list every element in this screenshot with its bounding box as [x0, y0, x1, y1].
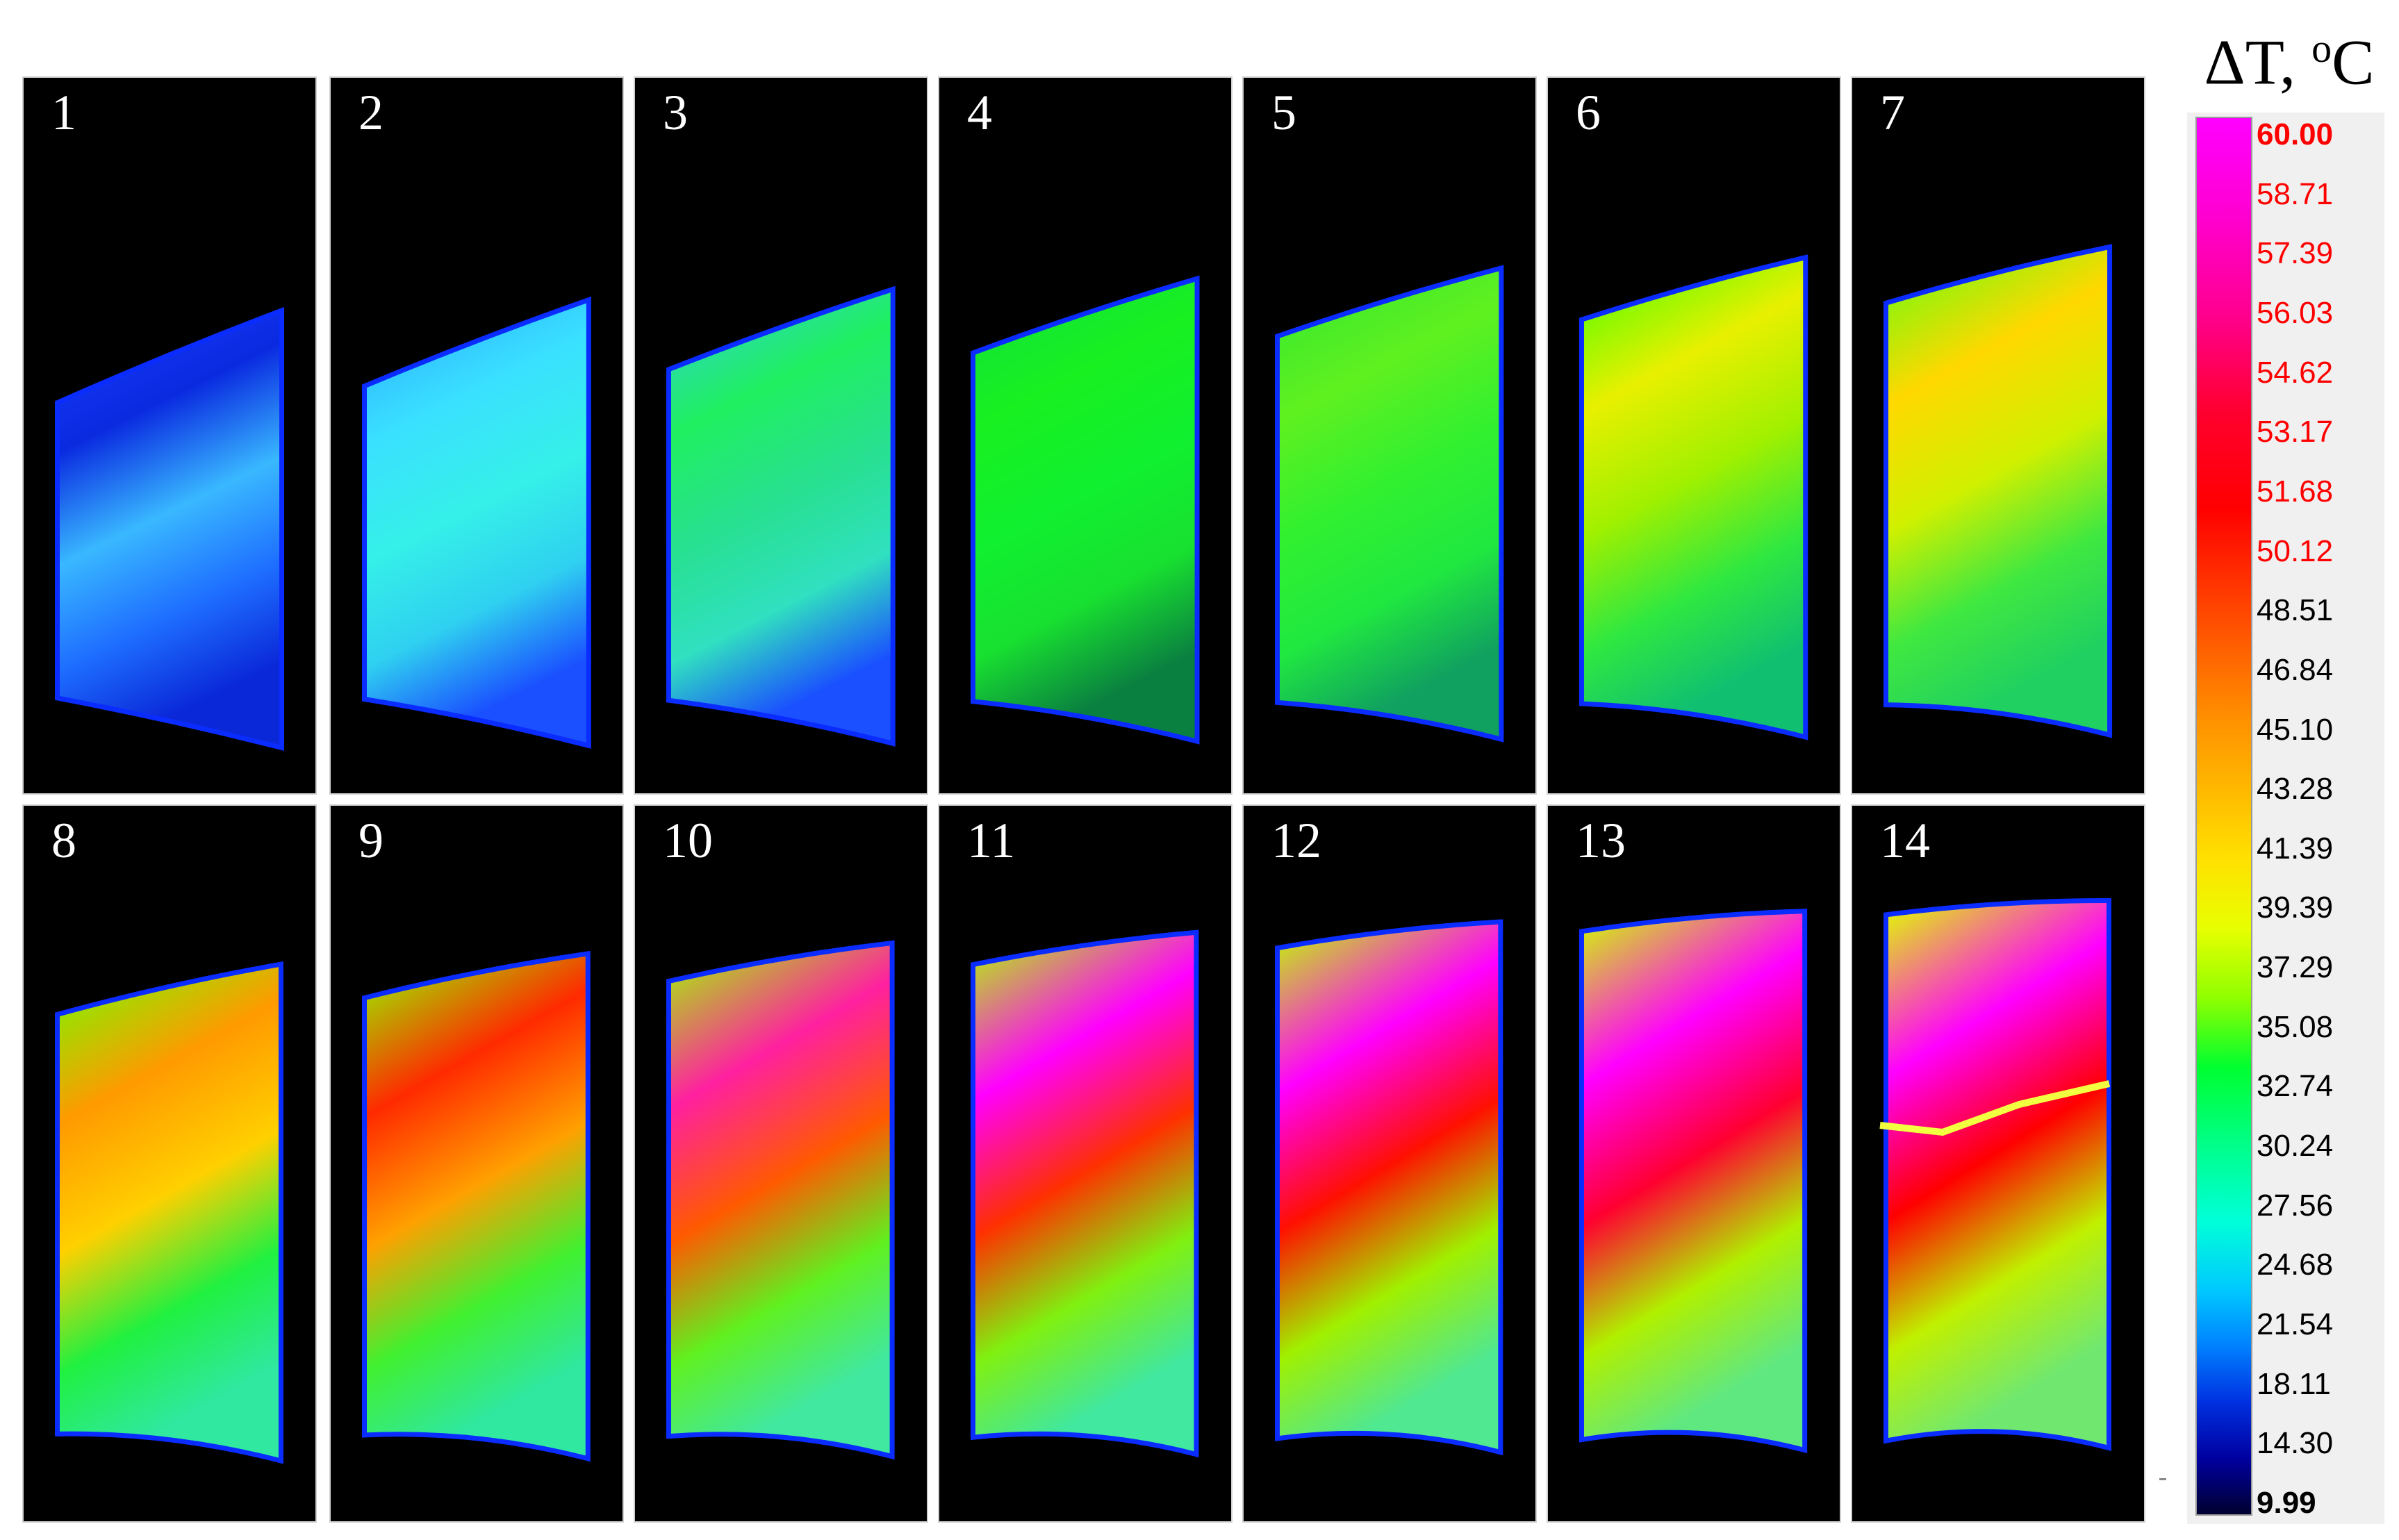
legend-tick-label: 43.28 [2257, 772, 2334, 806]
legend-tick-label: 37.29 [2257, 950, 2334, 985]
thermogram-image [362, 950, 591, 1462]
legend-tick-label: 58.71 [2257, 176, 2334, 211]
specimen-edge [1275, 919, 1503, 1456]
fracture-line [1879, 1080, 2111, 1136]
specimen-edge [971, 929, 1199, 1458]
legend-title: ΔT, oC [2178, 25, 2399, 99]
legend-tick-label: 21.54 [2257, 1307, 2334, 1342]
legend-title-sup: o [2311, 26, 2332, 71]
thermogram-frame: 1 [24, 78, 315, 793]
specimen-heat-map [1584, 913, 1803, 1448]
specimen-heat-map [60, 967, 279, 1458]
legend-tick-label: 9.99 [2257, 1486, 2316, 1520]
specimen-heat-map [1280, 924, 1499, 1450]
specimen-heat-map [975, 935, 1194, 1452]
frame-number: 14 [1880, 813, 1930, 868]
thermogram-image [971, 929, 1199, 1458]
frame-number: 5 [1271, 85, 1296, 140]
thermogram-frame: 6 [1548, 78, 1840, 793]
specimen-heat-map [1584, 260, 1804, 734]
legend-tick-label: 14.30 [2257, 1426, 2334, 1461]
thermogram-frame: 5 [1244, 78, 1535, 793]
thermogram-image [1883, 244, 2113, 738]
specimen-heat-map [367, 303, 586, 743]
specimen-heat-map [1280, 271, 1499, 736]
legend-tick-mark [2159, 1478, 2166, 1480]
legend-tick-label: 46.84 [2257, 652, 2334, 687]
thermogram-frame: 8 [24, 806, 315, 1521]
thermogram-frame: 12 [1244, 806, 1535, 1521]
thermogram-image [1275, 265, 1504, 743]
thermogram-frame: 13 [1548, 806, 1840, 1521]
thermogram-frame: 11 [939, 806, 1231, 1521]
specimen-heat-map [1888, 249, 2108, 732]
legend-tick-label: 56.03 [2257, 295, 2334, 330]
legend-tick-label: 41.39 [2257, 831, 2334, 866]
legend-tick-label: 39.39 [2257, 891, 2334, 925]
thermogram-image [1275, 919, 1503, 1456]
thermogram-image [971, 275, 1200, 745]
specimen-heat-map [975, 281, 1195, 738]
legend-tick-label: 27.56 [2257, 1188, 2334, 1223]
frame-number: 13 [1576, 813, 1626, 868]
legend-tick-label: 60.00 [2257, 117, 2334, 151]
specimen-heat-map [671, 945, 890, 1454]
color-scale-panel: 60.00 58.71 57.39 56.03 54.62 53.17 51.68 50.12… [2187, 113, 2384, 1524]
thermogram-image [55, 306, 284, 751]
frame-number: 2 [358, 85, 384, 140]
legend-tick-label: 45.10 [2257, 712, 2334, 747]
legend-title-main: ΔT, [2204, 26, 2312, 98]
frame-number: 12 [1271, 813, 1321, 868]
legend-tick-label: 30.24 [2257, 1129, 2334, 1164]
specimen-heat-map [1888, 903, 2107, 1445]
frame-number: 4 [967, 85, 992, 140]
thermogram-frame: 2 [331, 78, 623, 793]
legend-tick-label: 35.08 [2257, 1009, 2334, 1044]
legend-title-unit: C [2332, 26, 2375, 98]
thermogram-image [55, 961, 283, 1464]
legend-tick-label: 48.51 [2257, 593, 2334, 628]
thermogram-frame: 10 [635, 806, 927, 1521]
thermogram-frame: 4 [939, 78, 1231, 793]
thermogram-image [666, 940, 895, 1460]
thermogram-frame: 7 [1852, 78, 2144, 793]
legend-tick-label: 50.12 [2257, 533, 2334, 568]
frame-number: 6 [1576, 85, 1601, 140]
legend-tick-label: 32.74 [2257, 1069, 2334, 1104]
specimen-heat-map [671, 292, 891, 740]
legend-tick-label: 57.39 [2257, 236, 2334, 271]
thermogram-frame: 3 [635, 78, 927, 793]
legend-tick-label: 18.11 [2257, 1366, 2331, 1401]
color-scale-bar [2195, 117, 2252, 1516]
thermogram-frame: 14 [1852, 806, 2144, 1521]
specimen-heat-map [367, 956, 586, 1456]
thermogram-image [666, 285, 896, 747]
thermogram-image [362, 296, 591, 749]
frame-number: 8 [51, 813, 76, 868]
legend-tick-label: 53.17 [2257, 415, 2334, 449]
frame-number: 3 [663, 85, 688, 140]
frame-number: 7 [1880, 85, 1905, 140]
thermogram-image [1579, 909, 1808, 1454]
frame-number: 11 [967, 813, 1016, 868]
thermogram-frame: 9 [331, 806, 623, 1521]
frame-number: 9 [358, 813, 384, 868]
frame-number: 1 [51, 85, 76, 140]
thermogram-image [1579, 254, 1808, 740]
legend-tick-label: 51.68 [2257, 474, 2334, 508]
frame-number: 10 [663, 813, 713, 868]
legend-tick-label: 54.62 [2257, 355, 2334, 390]
thermogram-image [1879, 897, 2111, 1452]
specimen-heat-map [60, 314, 279, 745]
legend-tick-label: 24.68 [2257, 1248, 2334, 1282]
